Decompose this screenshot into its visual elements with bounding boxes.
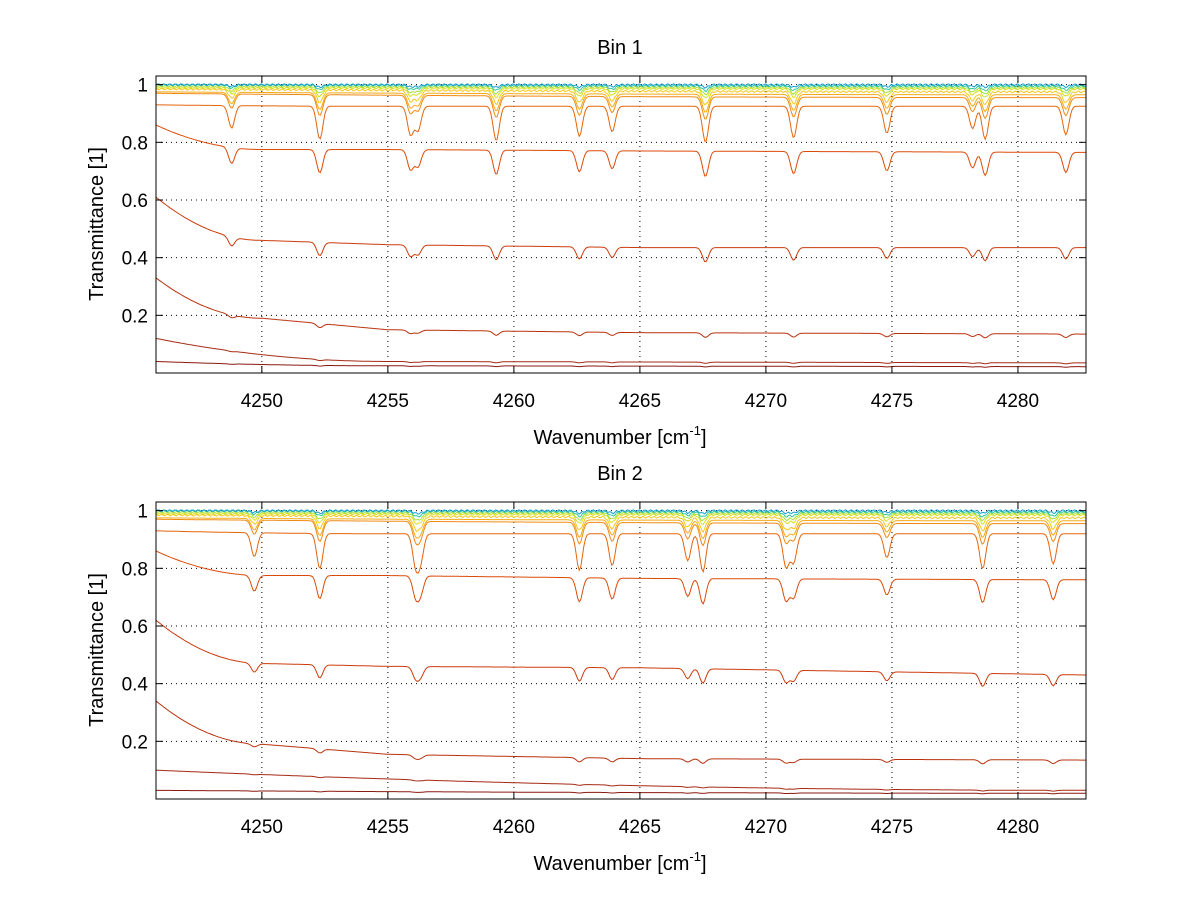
x-tick-label: 4275 xyxy=(871,391,913,412)
series-lines xyxy=(155,83,1087,368)
x-tick-label: 4280 xyxy=(997,391,1039,412)
x-axis-label-main: Wavenumber [cm xyxy=(533,853,689,875)
series-line xyxy=(155,513,1087,533)
series-line xyxy=(155,700,1086,765)
series-line xyxy=(155,509,1087,515)
panel-bin-1: Bin 1 4250 4255 4260 4265 4270 4275 4280 0.20.… xyxy=(86,37,1087,449)
series-line xyxy=(155,83,1087,93)
x-axis-label-superscript: -1 xyxy=(689,423,701,438)
y-tick-label: 0.2 xyxy=(122,732,148,753)
series-line xyxy=(156,91,1086,113)
y-tick-label: 0.6 xyxy=(122,191,148,212)
y-tick-label: 1 xyxy=(137,76,148,97)
x-tick-label: 4260 xyxy=(493,817,535,838)
x-axis-label-main: Wavenumber [cm xyxy=(533,427,689,449)
y-axis-label: Transmittance [1] xyxy=(86,147,108,301)
x-tick-marks: 4250 4255 4260 4265 4270 4275 4280 xyxy=(241,76,1039,412)
y-tick-label: 0.8 xyxy=(122,133,148,154)
series-line xyxy=(155,789,1086,795)
series-line xyxy=(155,619,1086,687)
series-line xyxy=(156,361,1086,368)
x-tick-label: 4255 xyxy=(367,391,409,412)
series-line xyxy=(155,509,1087,518)
series-line xyxy=(155,337,1086,365)
series-line xyxy=(155,86,1087,99)
x-axis-label: Wavenumber [cm-1] xyxy=(533,423,706,449)
x-tick-label: 4275 xyxy=(871,817,913,838)
y-tick-label: 1 xyxy=(137,502,148,523)
series-line xyxy=(155,530,1086,574)
grid-lines xyxy=(156,76,1086,373)
x-tick-label: 4255 xyxy=(367,817,409,838)
series-lines xyxy=(155,509,1087,795)
x-tick-label: 4270 xyxy=(745,817,787,838)
series-line xyxy=(156,518,1086,547)
grid-lines xyxy=(156,502,1086,799)
series-line xyxy=(155,196,1086,263)
x-axis-label-superscript: -1 xyxy=(689,849,701,864)
x-tick-marks: 4250 4255 4260 4265 4270 4275 4280 xyxy=(241,502,1039,838)
x-axis-label-end: ] xyxy=(701,427,707,449)
y-tick-label: 0.4 xyxy=(122,675,149,696)
y-tick-label: 0.4 xyxy=(122,249,149,270)
series-line xyxy=(156,517,1086,540)
chart-title: Bin 1 xyxy=(597,37,643,59)
y-tick-label: 0.6 xyxy=(122,617,148,638)
series-line xyxy=(155,87,1087,106)
series-line xyxy=(156,769,1086,792)
series-line xyxy=(155,510,1087,522)
panel-bin-2: Bin 2 4250 4255 4260 4265 4270 4275 4280 0.20.… xyxy=(86,463,1087,875)
series-line xyxy=(155,512,1087,525)
chart-title: Bin 2 xyxy=(597,463,643,485)
y-axis-label: Transmittance [1] xyxy=(86,573,108,727)
x-tick-label: 4280 xyxy=(997,817,1039,838)
series-line xyxy=(155,277,1086,339)
x-tick-label: 4260 xyxy=(493,391,535,412)
series-line xyxy=(156,92,1086,120)
plot-frame xyxy=(155,501,1087,800)
series-line xyxy=(155,83,1087,89)
series-line xyxy=(155,550,1087,605)
x-tick-label: 4265 xyxy=(619,391,661,412)
series-line xyxy=(155,124,1086,177)
y-tick-label: 0.8 xyxy=(122,559,148,580)
x-axis-label-end: ] xyxy=(701,853,707,875)
series-line xyxy=(155,104,1086,142)
x-axis-label: Wavenumber [cm-1] xyxy=(533,849,706,875)
x-tick-label: 4250 xyxy=(241,817,283,838)
y-tick-marks: 0.2 0.4 0.6 0.8 1 xyxy=(122,76,1086,327)
x-tick-label: 4270 xyxy=(745,391,787,412)
y-tick-marks: 0.2 0.4 0.6 0.8 1 xyxy=(122,502,1086,753)
series-line xyxy=(155,84,1087,96)
plot-frame xyxy=(155,75,1087,374)
y-tick-label: 0.2 xyxy=(122,306,148,327)
x-tick-label: 4250 xyxy=(241,391,283,412)
x-tick-label: 4265 xyxy=(619,817,661,838)
